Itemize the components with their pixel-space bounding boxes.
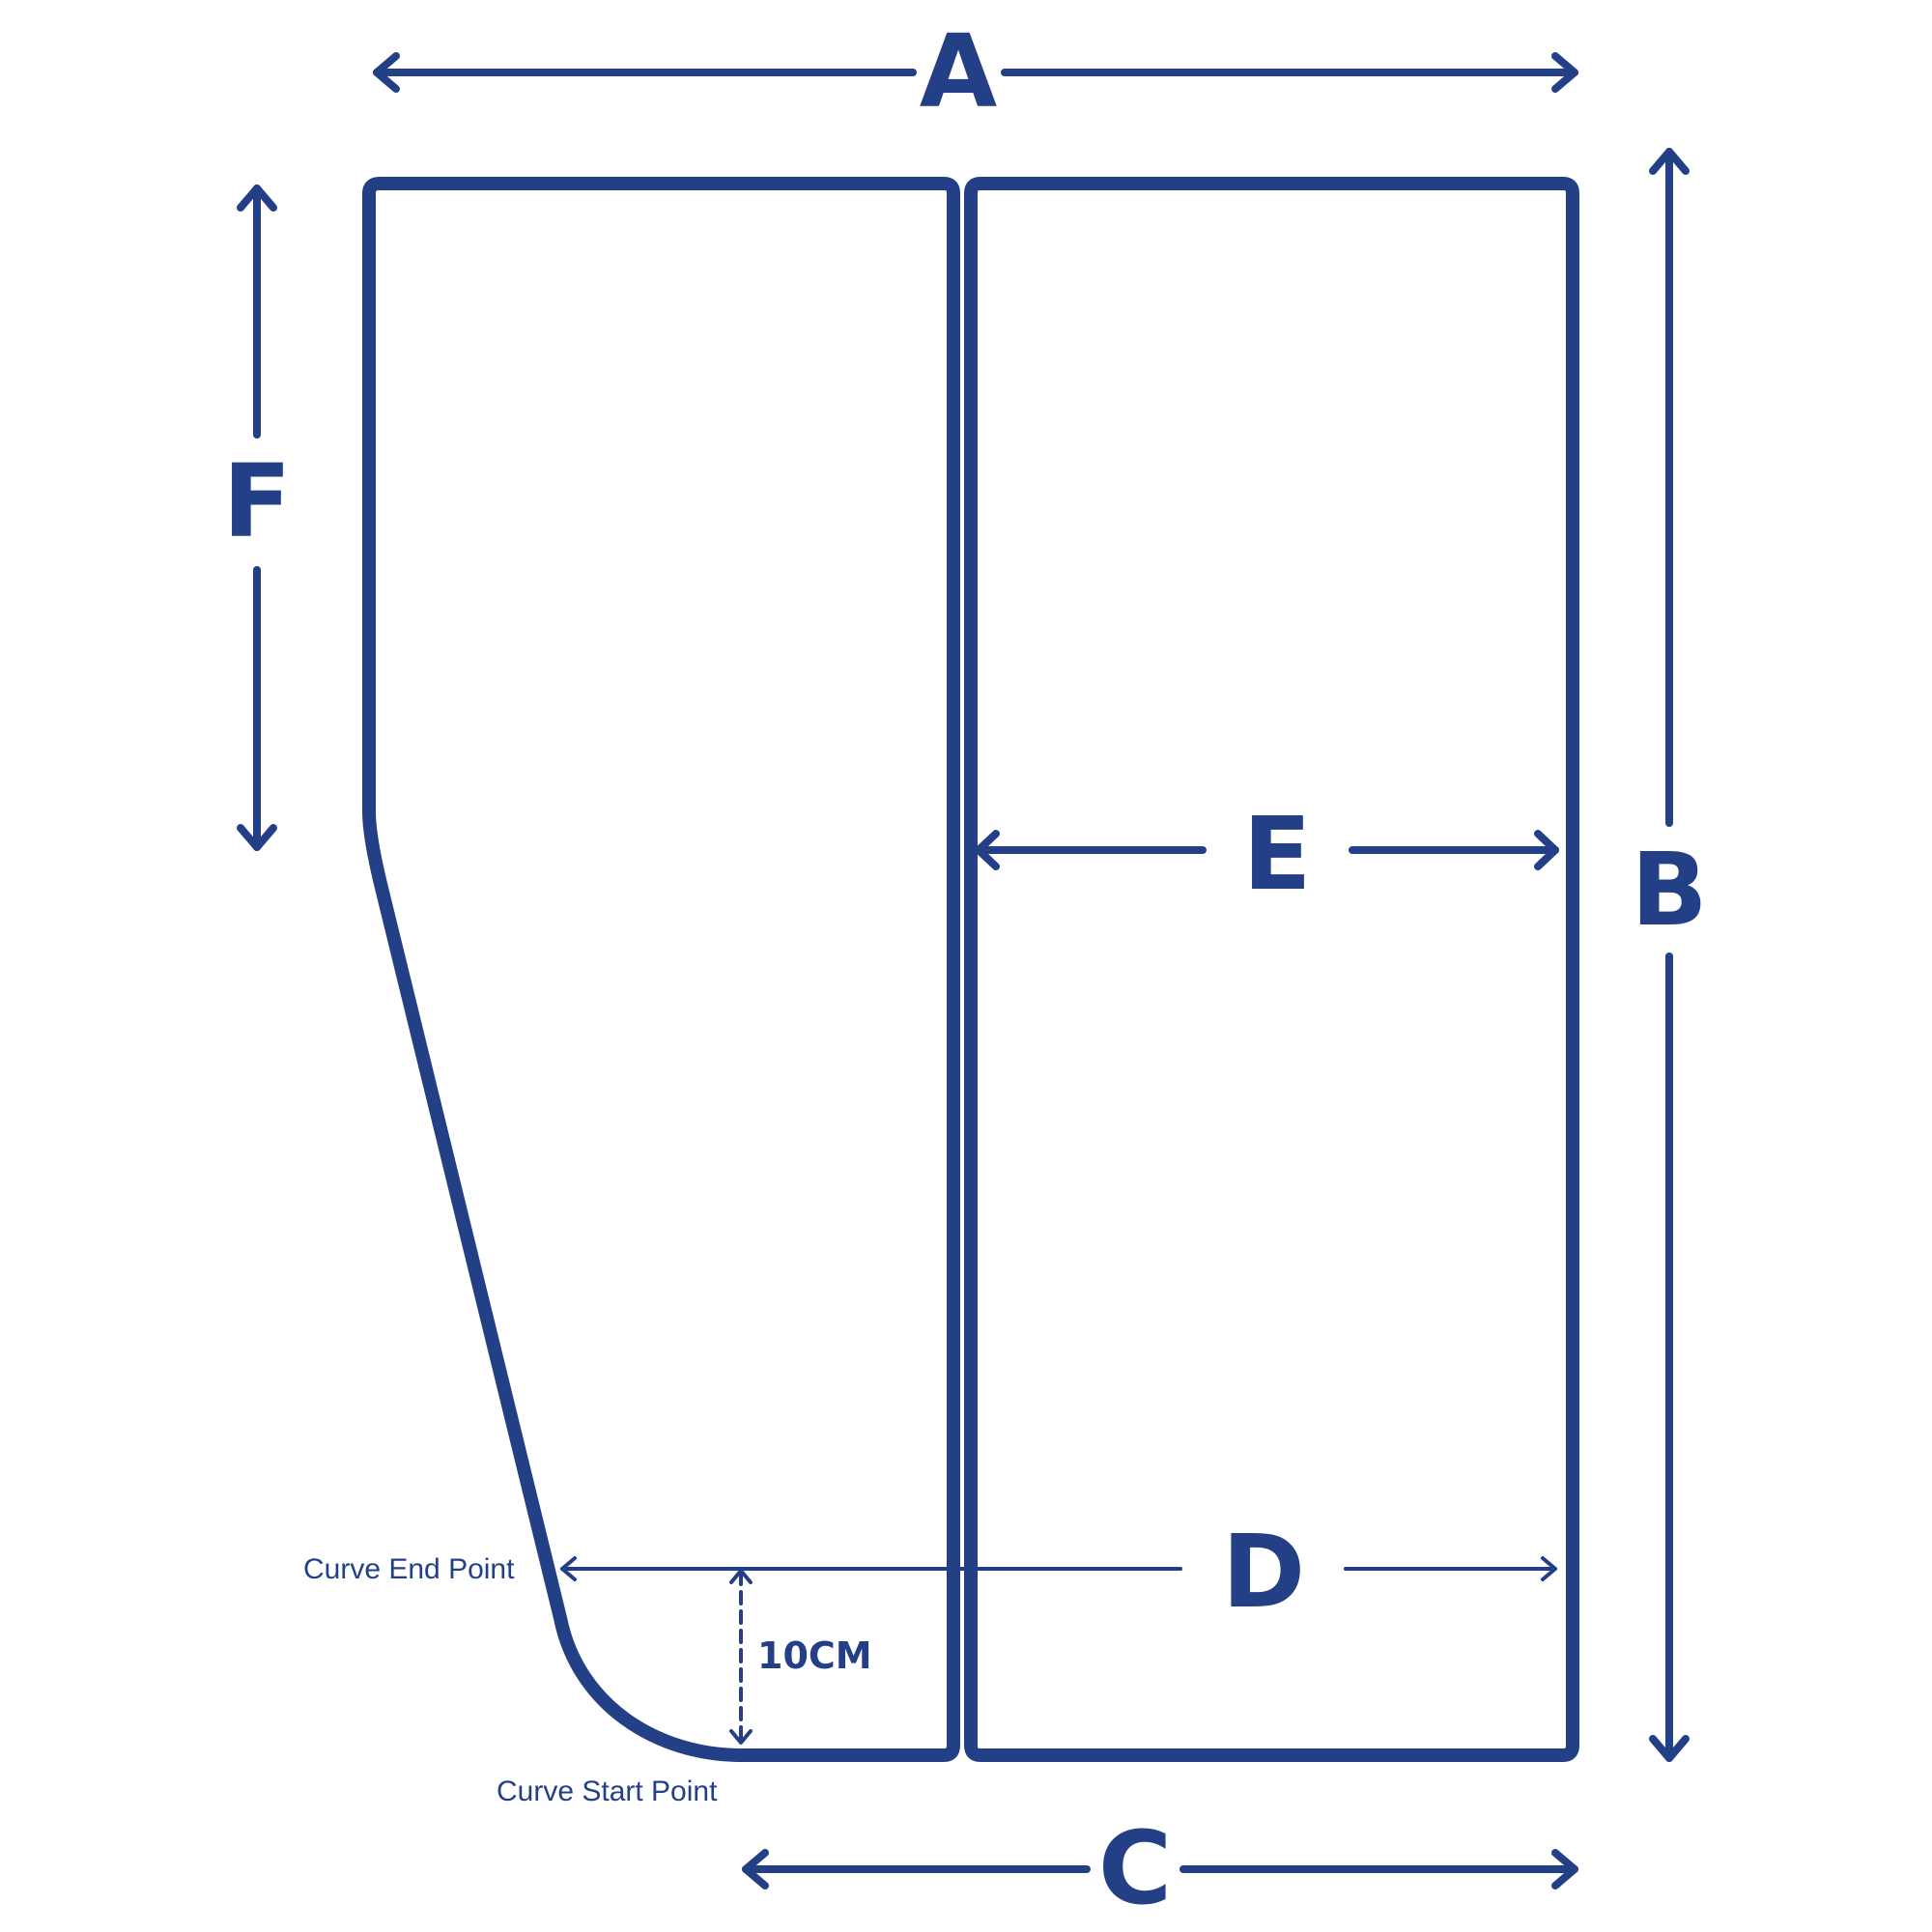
dimension-a-arrow bbox=[373, 52, 1578, 93]
label-c: C bbox=[1098, 1809, 1172, 1927]
dimension-c-arrow bbox=[742, 1849, 1578, 1889]
label-d: D bbox=[1222, 1513, 1305, 1631]
label-curve-end-point: Curve End Point bbox=[303, 1553, 515, 1585]
dimension-b-arrow bbox=[1649, 148, 1690, 1762]
dimension-e-arrow bbox=[975, 830, 1559, 870]
label-e: E bbox=[1242, 795, 1311, 913]
left-panel-outline bbox=[362, 177, 960, 1762]
dimension-d-arrow bbox=[560, 1556, 1557, 1581]
right-panel-outline bbox=[964, 177, 1579, 1762]
label-a: A bbox=[920, 13, 998, 130]
dimension-f-arrow bbox=[237, 185, 277, 851]
label-f: F bbox=[222, 442, 291, 560]
label-b: B bbox=[1631, 831, 1707, 949]
label-10cm: 10CM bbox=[757, 1634, 872, 1677]
label-curve-start-point: Curve Start Point bbox=[497, 1776, 718, 1807]
curve-height-measure bbox=[729, 1569, 753, 1745]
